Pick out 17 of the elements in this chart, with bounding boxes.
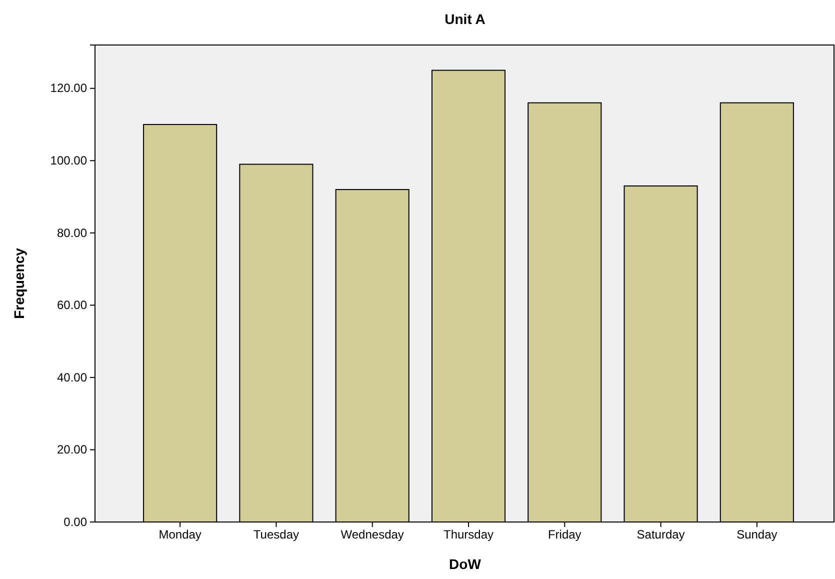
y-tick-label: 0.00 — [64, 514, 88, 529]
chart-title: Unit A — [444, 11, 486, 27]
y-tick-label: 60.00 — [56, 298, 88, 312]
x-tick-label: Wednesday — [340, 528, 404, 542]
y-tick-label: 100.00 — [50, 153, 88, 168]
x-tick-label: Sunday — [736, 528, 778, 542]
x-tick-label: Saturday — [636, 528, 685, 542]
y-tick-label: 40.00 — [56, 370, 88, 384]
x-axis-title: DoW — [449, 556, 482, 572]
y-tick-label: 80.00 — [56, 226, 88, 240]
x-tick-label: Friday — [548, 528, 582, 542]
x-tick-label: Tuesday — [253, 528, 300, 542]
y-tick-label: 20.00 — [56, 442, 88, 457]
x-tick-label: Thursday — [443, 528, 494, 542]
x-tick-label: Monday — [158, 528, 202, 542]
y-axis-title: Frequency — [11, 248, 27, 319]
y-tick-label: 120.00 — [50, 81, 88, 96]
